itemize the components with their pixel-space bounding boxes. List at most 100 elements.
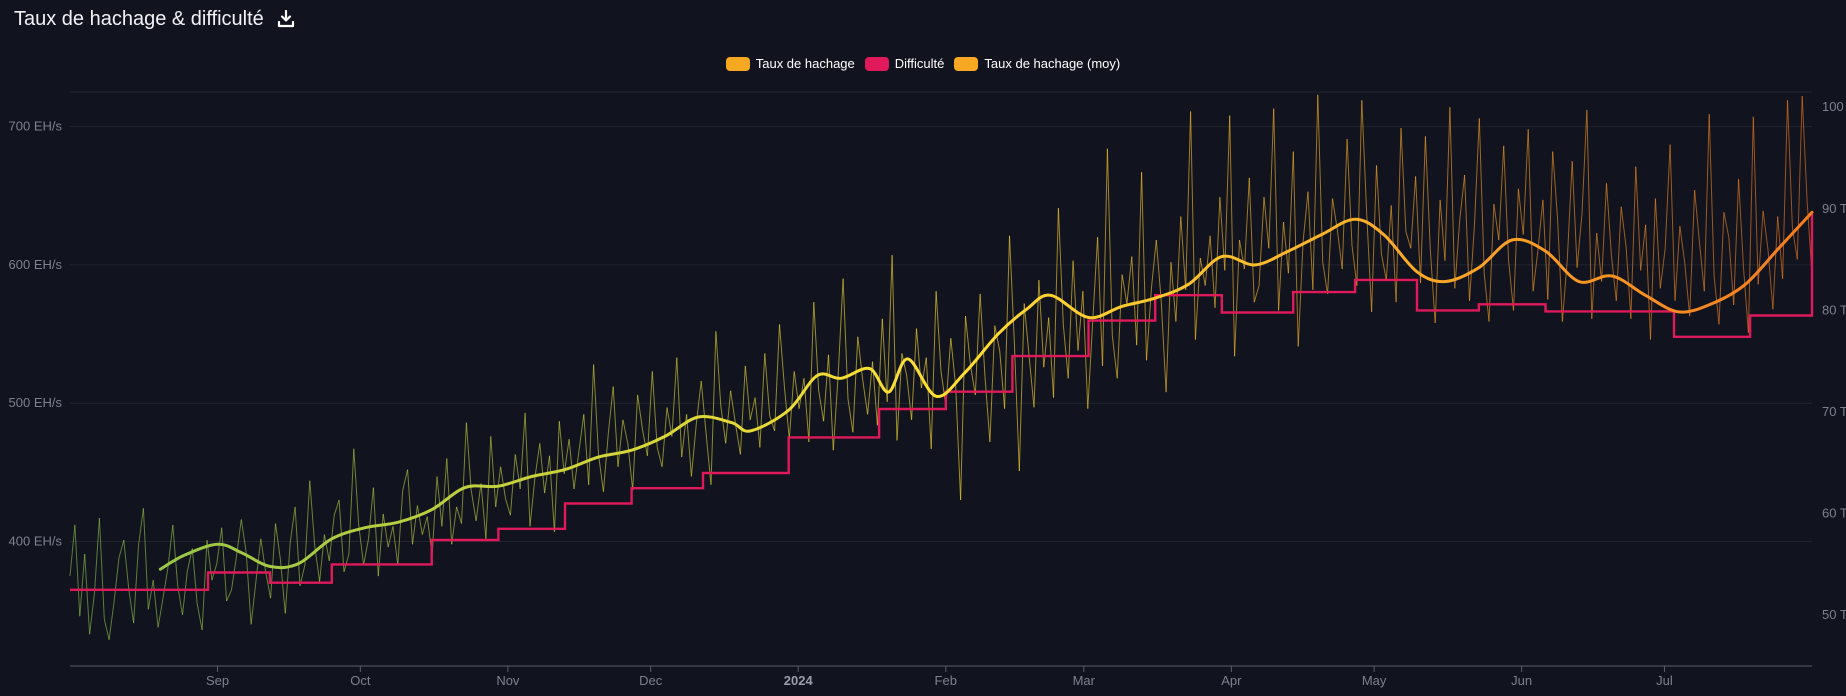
hashrate-daily-segment — [920, 357, 927, 389]
hashrate-daily-segment — [1366, 213, 1373, 312]
chart-legend: Taux de hachage Difficulté Taux de hacha… — [0, 56, 1846, 71]
hashrate-daily-segment — [142, 508, 149, 610]
hashrate-daily-segment — [1150, 239, 1157, 289]
hashrate-avg-series — [158, 210, 1814, 571]
hashrate-daily-segment — [1522, 129, 1529, 235]
hashrate-daily-segment — [994, 325, 1001, 351]
y-left-tick-label: 500 EH/s — [9, 395, 63, 410]
hashrate-daily-segment — [353, 448, 360, 525]
hashrate-daily-segment — [1253, 285, 1260, 303]
hashrate-daily-segment — [1733, 179, 1740, 306]
hashrate-daily-segment — [568, 439, 575, 490]
hashrate-daily-segment — [509, 454, 516, 516]
hashrate-daily-segment — [1434, 199, 1441, 324]
hashrate-daily-segment — [289, 506, 296, 543]
hashrate-daily-segment — [421, 516, 428, 535]
hashrate-daily-segment — [1258, 197, 1265, 286]
hashrate-daily-segment — [1361, 100, 1368, 214]
difficulty-series — [70, 213, 1814, 591]
hashrate-daily-segment — [191, 548, 198, 604]
y-left-tick-label: 600 EH/s — [9, 257, 63, 272]
x-tick-label: Jun — [1511, 673, 1532, 688]
hashrate-daily-segment — [1057, 208, 1064, 325]
hashrate-daily-segment — [1620, 206, 1627, 247]
hashrate-daily-segment — [1341, 138, 1348, 270]
hashrate-daily-segment — [387, 526, 394, 548]
hashrate-daily-segment — [1610, 255, 1617, 301]
hashrate-daily-segment — [862, 379, 869, 415]
hashrate-daily-segment — [1312, 94, 1319, 290]
y-right-tick-label: 80 T — [1822, 302, 1846, 317]
hashrate-daily-segment — [416, 505, 423, 535]
hashrate-daily-segment — [1591, 233, 1598, 319]
legend-item-hashrate-avg[interactable]: Taux de hachage (moy) — [954, 56, 1120, 71]
hashrate-daily-segment — [886, 255, 893, 402]
hashrate-daily-segment — [1410, 176, 1417, 249]
hashrate-daily-segment — [950, 338, 957, 387]
hashrate-daily-segment — [1214, 197, 1221, 308]
hashrate-daily-segment — [999, 350, 1006, 409]
hashrate-daily-segment — [632, 394, 639, 491]
hashrate-daily-segment — [133, 545, 139, 624]
hashrate-daily-segment — [270, 523, 276, 599]
legend-item-hashrate[interactable]: Taux de hachage — [725, 56, 855, 71]
hashrate-daily-segment — [1033, 280, 1040, 408]
hashrate-daily-segment — [739, 365, 746, 455]
hashrate-daily-segment — [1684, 263, 1691, 317]
hashrate-daily-segment — [1424, 136, 1431, 250]
hashrate-daily-segment — [549, 455, 555, 532]
hashrate-daily-segment — [152, 580, 159, 628]
legend-label: Taux de hachage (moy) — [984, 56, 1121, 71]
hashrate-daily-segment — [602, 433, 609, 492]
hashrate-daily-segment — [901, 353, 908, 376]
hashrate-daily-segment — [637, 394, 643, 430]
hashrate-daily-segment — [1762, 210, 1769, 250]
hashrate-daily-segment — [1513, 188, 1519, 311]
hashrate-daily-segment — [1689, 190, 1696, 317]
hashrate-daily-segment — [911, 328, 917, 420]
hashrate-daily-segment — [1111, 335, 1118, 379]
x-tick-label: Dec — [639, 673, 663, 688]
hashrate-daily-segment — [402, 469, 409, 491]
hashrate-daily-segment — [1405, 231, 1412, 249]
hashrate-daily-segment — [514, 454, 521, 490]
hashrate-daily-segment — [1190, 111, 1196, 340]
hashrate-daily-segment — [583, 414, 590, 485]
x-tick-label: Jul — [1656, 673, 1673, 688]
hashrate-daily-segment — [1796, 96, 1803, 260]
hashrate-daily-segment — [1356, 100, 1363, 286]
hashrate-daily-segment — [842, 278, 849, 400]
hashrate-daily-segment — [343, 553, 350, 573]
hashrate-daily-segment — [1283, 221, 1289, 274]
hashrate-daily-segment — [1517, 188, 1524, 235]
hashrate-daily-segment — [392, 526, 399, 566]
hashrate-daily-segment — [881, 318, 888, 402]
hashrate-daily-segment — [74, 524, 81, 617]
hashrate-daily-segment — [925, 357, 932, 449]
hashrate-daily-segment — [1606, 183, 1612, 256]
x-tick-label: Nov — [496, 673, 520, 688]
hashrate-daily-segment — [1444, 107, 1451, 261]
hashrate-daily-segment — [1141, 172, 1147, 361]
hashrate-daily-segment — [681, 414, 688, 458]
hashrate-daily-segment — [1659, 248, 1666, 289]
hashrate-daily-segment — [1645, 224, 1651, 340]
hashrate-daily-segment — [89, 592, 95, 635]
download-icon[interactable] — [276, 9, 296, 29]
hashrate-daily-segment — [201, 540, 208, 631]
legend-swatch — [954, 56, 979, 71]
hashrate-daily-segment — [857, 336, 864, 380]
hashrate-daily-segment — [1038, 280, 1045, 368]
hashrate-daily-segment — [1547, 151, 1554, 300]
hashrate-daily-segment — [94, 517, 100, 593]
hashrate-daily-segment — [1669, 144, 1676, 301]
hashrate-daily-segment — [436, 476, 443, 527]
hashrate-daily-segment — [1116, 274, 1123, 379]
legend-item-difficulty[interactable]: Difficulté — [864, 56, 944, 71]
hashrate-daily-segment — [157, 598, 164, 628]
hashrate-daily-segment — [1160, 300, 1167, 393]
hashrate-daily-segment — [240, 519, 247, 553]
hashrate-daily-segment — [1576, 213, 1583, 268]
hashrate-daily-segment — [1224, 115, 1231, 271]
hashrate-daily-segment — [470, 490, 477, 521]
